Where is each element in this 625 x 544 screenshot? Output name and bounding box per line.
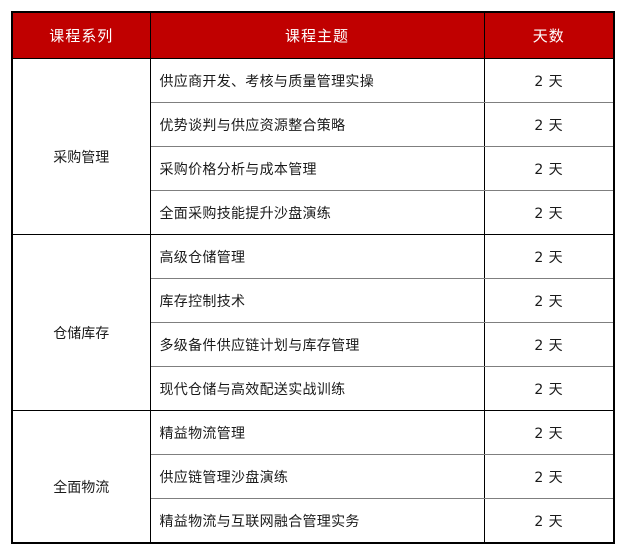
- column-header-topic: 课程主题: [149, 11, 485, 59]
- cell-course-topic: 精益物流管理: [149, 410, 485, 455]
- cell-course-topic: 高级仓储管理: [149, 234, 485, 279]
- cell-course-days: 2 天: [483, 454, 614, 499]
- table-row: 全面物流 精益物流管理 2 天: [12, 410, 614, 544]
- table-header: 课程系列 课程主题 天数: [12, 11, 614, 59]
- course-series-label: 采购管理: [53, 149, 110, 166]
- column-header-days: 天数: [483, 11, 614, 59]
- table-row: 仓储库存 高级仓储管理 2 天: [12, 234, 614, 411]
- cell-course-series: 仓储库存: [12, 234, 151, 411]
- cell-course-topic: 现代仓储与高效配送实战训练: [149, 366, 485, 411]
- header-row: 课程系列 课程主题 天数: [12, 11, 614, 59]
- table-row: 采购管理 供应商开发、考核与质量管理实操 2 天: [12, 58, 614, 235]
- table-row: 采购价格分析与成本管理 2 天: [12, 146, 614, 191]
- cell-course-days: 2 天: [483, 234, 614, 279]
- cell-course-topic: 精益物流与互联网融合管理实务: [149, 498, 485, 544]
- course-catalog-table: 课程系列 课程主题 天数 采购管理 供应商开发、考核与质量管理实操 2 天优势谈判与…: [11, 11, 615, 544]
- cell-course-days: 2 天: [483, 278, 614, 323]
- cell-course-series: 全面物流: [12, 410, 151, 544]
- table-row: 全面采购技能提升沙盘演练 2 天: [12, 190, 614, 235]
- table-row: 现代仓储与高效配送实战训练 2 天: [12, 366, 614, 411]
- cell-course-days: 2 天: [483, 190, 614, 235]
- cell-course-topic: 多级备件供应链计划与库存管理: [149, 322, 485, 367]
- cell-course-days: 2 天: [483, 322, 614, 367]
- cell-course-days: 2 天: [483, 498, 614, 544]
- cell-course-series: 采购管理: [12, 58, 151, 235]
- cell-course-topic: 库存控制技术: [149, 278, 485, 323]
- cell-course-topic: 采购价格分析与成本管理: [149, 146, 485, 191]
- cell-course-days: 2 天: [483, 146, 614, 191]
- column-header-series: 课程系列: [12, 11, 151, 59]
- cell-course-days: 2 天: [483, 410, 614, 455]
- cell-course-topic: 优势谈判与供应资源整合策略: [149, 102, 485, 147]
- table-body: 采购管理 供应商开发、考核与质量管理实操 2 天优势谈判与供应资源整合策略 2 天采购…: [12, 58, 614, 544]
- cell-course-days: 2 天: [483, 58, 614, 103]
- course-series-label: 仓储库存: [53, 325, 110, 342]
- table-row: 库存控制技术 2 天: [12, 278, 614, 323]
- cell-course-topic: 全面采购技能提升沙盘演练: [149, 190, 485, 235]
- table-row: 供应链管理沙盘演练 2 天: [12, 454, 614, 499]
- cell-course-topic: 供应商开发、考核与质量管理实操: [149, 58, 485, 103]
- course-series-label: 全面物流: [53, 479, 110, 496]
- cell-course-days: 2 天: [483, 102, 614, 147]
- cell-course-days: 2 天: [483, 366, 614, 411]
- cell-course-topic: 供应链管理沙盘演练: [149, 454, 485, 499]
